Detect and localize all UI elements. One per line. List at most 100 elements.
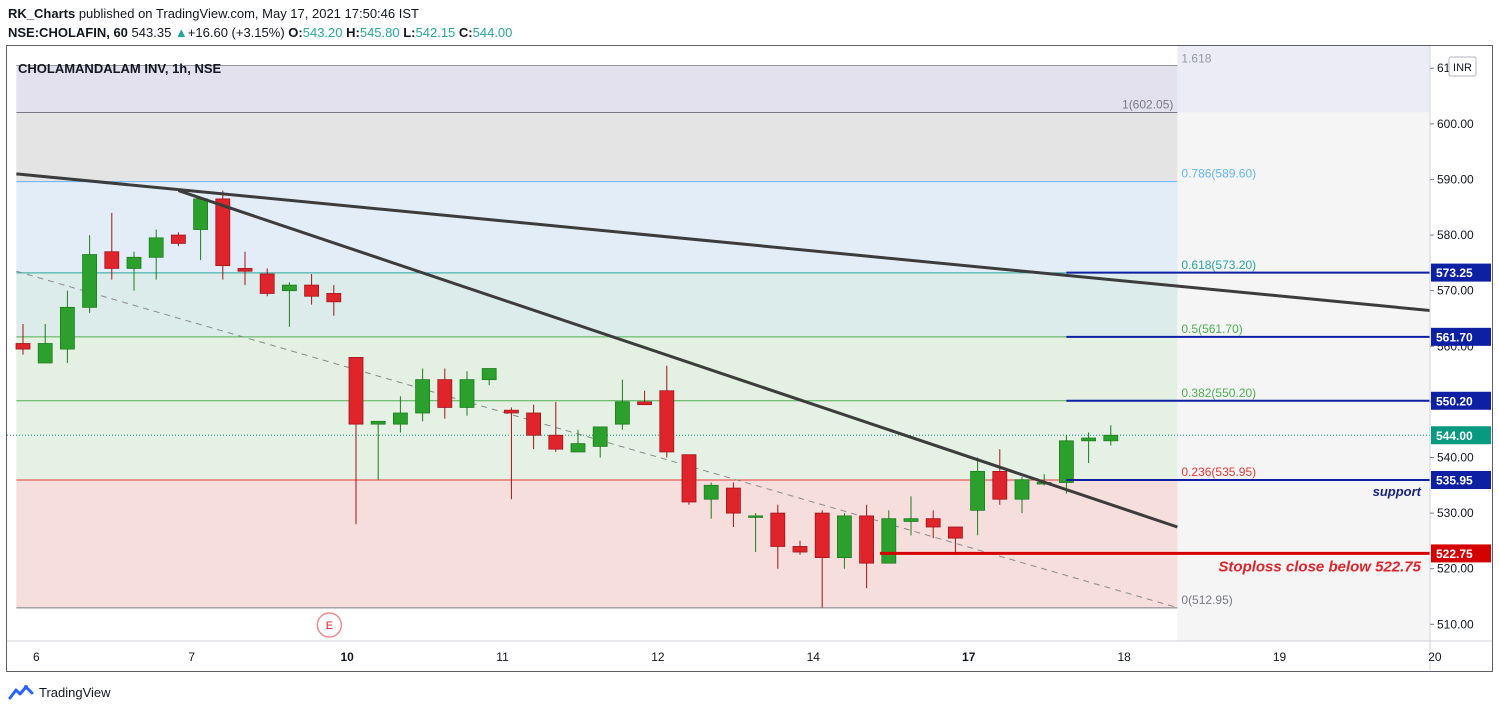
candle[interactable] [326,285,342,316]
trendline-0[interactable] [16,172,1455,313]
candle[interactable] [304,273,320,305]
candle[interactable] [859,504,874,589]
candle[interactable] [748,513,763,553]
candle[interactable] [770,504,786,569]
candle-body [903,518,919,522]
change-arrow-icon: ▲ [174,25,188,40]
earnings-marker-icon[interactable] [316,612,343,638]
candle-body [992,470,1008,500]
candle[interactable] [170,232,186,247]
fib-label-0.382: 0.382(550.20) [1181,386,1256,400]
candle[interactable] [970,457,985,536]
candle[interactable] [570,429,586,453]
stoploss-price-badge-bg [1431,544,1491,563]
candle[interactable] [15,324,31,355]
fib-band-0 [16,65,1178,113]
symbol-label[interactable]: NSE:CHOLAFIN, 60 [8,25,128,40]
candle-body [859,515,874,564]
candle[interactable] [37,324,53,364]
candle[interactable] [925,510,941,539]
candle-body [126,256,142,269]
candle[interactable] [703,482,719,519]
y-tick-label: 520.00 [1437,562,1474,576]
price-badge-561.70[interactable]: 561.70 [1431,327,1491,346]
publish-text: published on TradingView.com, May 17, 20… [78,6,419,21]
author-name[interactable]: RK_Charts [8,6,76,21]
trendline-1[interactable] [177,189,1178,529]
candle[interactable] [526,404,541,450]
candle[interactable] [148,229,164,280]
candle-body [259,273,275,294]
candle[interactable] [104,212,120,280]
price-badge-550.20[interactable]: 550.20 [1431,391,1491,410]
price-badge-535.95[interactable]: 535.95 [1431,471,1491,490]
candle[interactable] [481,368,497,386]
stoploss-annotation: Stoploss close below 522.75 [1218,558,1421,575]
candle[interactable] [792,540,808,555]
candle-body [881,518,897,564]
candle[interactable] [1059,435,1074,494]
candle[interactable] [637,390,652,406]
price-change: +16.60 (+3.15%) [187,25,285,40]
candle[interactable] [437,368,453,419]
x-tick-label: 17 [962,650,976,664]
candle[interactable] [548,401,564,452]
candle[interactable] [1103,425,1119,446]
candle-body [1103,434,1119,442]
symbol-legend: NSE:CHOLAFIN, 60 543.35 ▲+16.60 (+3.15%)… [8,24,512,42]
price-badge-573.25[interactable]: 573.25 [1431,263,1491,282]
candle[interactable] [348,357,364,525]
candle[interactable] [592,426,608,458]
plot-area[interactable]: 1(602.05) 0.786(589.60) 0.618(573.20) 0.5(5… [7,46,1455,641]
candle[interactable] [1081,432,1096,464]
candle[interactable] [948,526,963,555]
price-badge-550.20-text: 550.20 [1436,394,1473,408]
candle[interactable] [503,407,519,500]
tradingview-logo-icon [8,685,34,700]
stoploss-price-badge[interactable]: 522.75 [1431,544,1491,563]
candle[interactable] [1014,476,1030,514]
x-tick-label: 19 [1273,650,1287,664]
candle[interactable] [659,365,675,458]
candle[interactable] [82,235,97,313]
x-tick-label: 18 [1117,650,1131,664]
candle[interactable] [837,513,852,569]
candle[interactable] [681,454,697,505]
candle[interactable] [615,379,630,430]
candle[interactable] [903,496,919,536]
candle-body [82,254,97,308]
current-price-badge[interactable]: 544.00 [1431,426,1491,445]
fib-label-0.5: 0.5(561.70) [1181,322,1242,336]
candle[interactable] [415,368,431,422]
candle-body [503,409,519,414]
candle[interactable] [193,198,209,261]
candle[interactable] [726,482,741,528]
candle-body [570,443,586,453]
candle[interactable] [237,251,253,286]
candle[interactable] [814,510,830,608]
candle-body [970,470,985,511]
candle-body [548,434,564,450]
chart-frame[interactable] [6,45,1493,672]
price-badge-573.25-bg [1431,263,1491,282]
candle-body [1081,437,1096,442]
candle-body [925,518,941,528]
candle[interactable] [992,449,1008,505]
candle[interactable] [126,251,142,291]
tradingview-brand[interactable]: TradingView [8,682,111,702]
currency-badge[interactable] [1448,56,1477,77]
candle-body [770,512,786,547]
candle[interactable] [392,396,408,433]
candle[interactable] [60,290,75,363]
price-badge-550.20-bg [1431,391,1491,410]
candle[interactable] [281,282,297,327]
candle[interactable] [259,268,275,297]
candle-body [348,357,364,425]
candle[interactable] [370,420,386,480]
candle[interactable] [459,371,475,416]
earnings-marker-label: E [326,620,333,632]
y-tick-label: 580.00 [1437,228,1474,242]
candle-body [459,379,475,408]
candle-body [1014,479,1030,500]
